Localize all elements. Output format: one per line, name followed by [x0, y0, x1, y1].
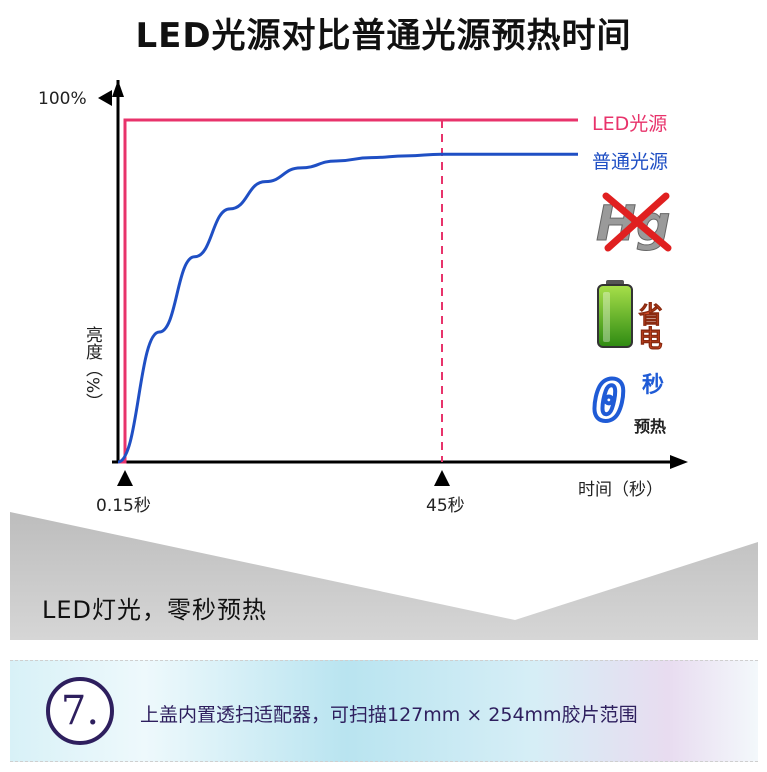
series-normal-line: [117, 152, 578, 464]
svg-text:0: 0: [592, 369, 626, 434]
warmup-chart: 100% 亮度（%） 时间（秒） 0.15秒 45秒 LED光源 普通光源 Hg…: [38, 80, 688, 516]
feature-number-badge: 7.: [46, 677, 114, 745]
zero-seconds-icon: 0 秒 预热: [590, 367, 666, 436]
x-marker-015-icon: [117, 470, 133, 486]
x-marker-45-icon: [434, 470, 450, 486]
page-title: LED光源对比普通光源预热时间: [135, 16, 632, 56]
series-led-line: [118, 118, 578, 464]
chart-axes: [98, 80, 688, 486]
legend-led: LED光源: [592, 113, 667, 135]
y-top-marker-icon: [98, 90, 112, 106]
battery-icon: 省电: [597, 280, 663, 350]
hg-crossed-icon: Hg: [596, 192, 672, 253]
svg-text:秒: 秒: [642, 373, 664, 398]
slogan-text: LED灯光，零秒预热: [42, 596, 268, 624]
x-axis-label: 时间（秒）: [578, 480, 663, 500]
x-marker-label-1: 0.15秒: [96, 496, 151, 516]
svg-text:预热: 预热: [634, 417, 666, 436]
legend-normal: 普通光源: [592, 151, 668, 173]
feature-banner: [10, 660, 758, 762]
x-marker-label-2: 45秒: [426, 496, 465, 516]
grey-arrow-band: [10, 512, 758, 640]
svg-text:省电: 省电: [634, 302, 663, 350]
y-top-label: 100%: [38, 89, 87, 109]
y-axis-label: 亮度（%）: [82, 326, 103, 410]
feature-text: 上盖内置透扫适配器，可扫描127mm × 254mm胶片范围: [140, 704, 638, 726]
